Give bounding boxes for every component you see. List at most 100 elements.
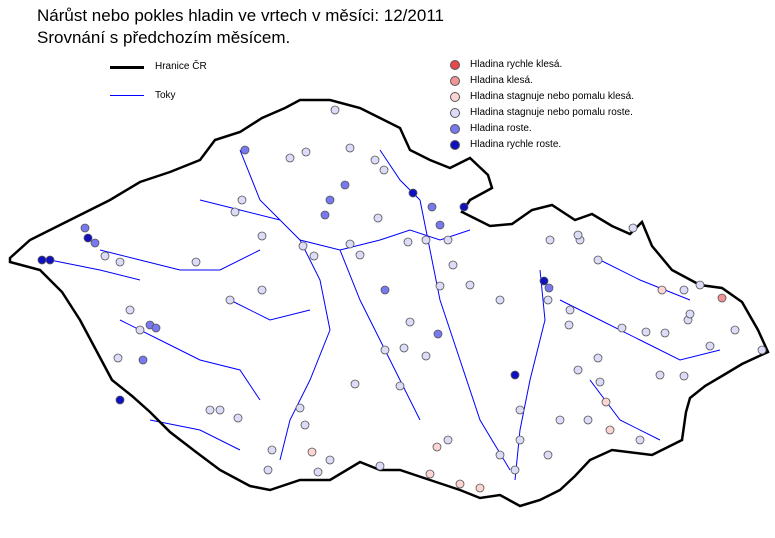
border-legend-line [110,66,144,69]
station-marker [300,420,310,430]
station-marker [543,295,553,305]
station-marker [539,276,549,286]
station-marker [370,155,380,165]
station-marker [679,285,689,295]
station-marker [573,230,583,240]
station-marker [617,323,627,333]
legend-item: Hladina stagnuje nebo pomalu klesá. [450,91,634,102]
station-marker [510,370,520,380]
river [589,379,661,441]
station-marker [495,295,505,305]
station-marker [100,251,110,261]
river [599,259,691,301]
station-marker [399,343,409,353]
station-marker [425,469,435,479]
station-marker [433,329,443,339]
legend-marker [450,76,460,86]
station-marker [115,257,125,267]
station-marker [685,309,695,319]
station-marker [543,450,553,460]
legend-label: Hladina roste. [470,123,532,134]
station-marker [545,235,555,245]
station-marker [395,381,405,391]
station-marker [555,415,565,425]
station-marker [309,251,319,261]
legend-label: Hladina rychle klesá. [470,59,563,70]
legend-item: Hladina rychle roste. [450,139,562,150]
station-marker [421,235,431,245]
legend-item: Hladina stagnuje nebo pomalu roste. [450,107,633,118]
station-marker [641,327,651,337]
station-marker [301,147,311,157]
station-marker [628,223,638,233]
station-marker [573,365,583,375]
station-marker [373,213,383,223]
station-marker [679,371,689,381]
station-marker [601,397,611,407]
station-marker [355,250,365,260]
station-marker [83,233,93,243]
river-legend-label: Toky [155,90,176,101]
station-marker [138,355,148,365]
station-marker [403,237,413,247]
station-marker [408,188,418,198]
legend-item: Hladina roste. [450,123,532,134]
station-marker [320,210,330,220]
river [279,239,331,461]
station-marker [263,465,273,475]
station-marker [510,465,520,475]
legend-label: Hladina rychle roste. [470,139,562,150]
station-marker [459,202,469,212]
station-marker [427,202,437,212]
station-marker [295,403,305,413]
station-marker [730,325,740,335]
station-marker [695,280,705,290]
river [339,249,421,421]
river [149,419,241,451]
station-marker [657,285,667,295]
station-marker [233,413,243,423]
legend-label: Hladina stagnuje nebo pomalu roste. [470,107,633,118]
station-marker [340,180,350,190]
station-marker [595,377,605,387]
station-marker [237,195,247,205]
station-marker [325,455,335,465]
station-marker [345,239,355,249]
river-legend-line [110,95,144,96]
station-marker [635,435,645,445]
legend-label: Hladina klesá. [470,75,533,86]
station-marker [230,207,240,217]
station-marker [421,351,431,361]
station-marker [298,241,308,251]
station-marker [225,295,235,305]
station-marker [115,395,125,405]
legend-marker [450,60,460,70]
station-marker [151,323,161,333]
station-marker [215,405,225,415]
station-marker [380,345,390,355]
station-marker [593,353,603,363]
station-marker [448,260,458,270]
legend-label: Hladina stagnuje nebo pomalu klesá. [470,91,634,102]
station-marker [350,379,360,389]
station-marker [465,280,475,290]
station-marker [495,450,505,460]
station-marker [443,235,453,245]
station-marker [515,435,525,445]
station-marker [717,293,727,303]
station-marker [565,305,575,315]
station-marker [125,305,135,315]
station-marker [191,257,201,267]
legend-item: Hladina rychle klesá. [450,59,563,70]
river [49,259,141,281]
river [119,319,261,401]
czech-border [8,98,770,508]
legend-marker [450,108,460,118]
station-marker [655,370,665,380]
station-marker [135,325,145,335]
river [419,199,511,471]
station-marker [37,255,47,265]
station-marker [285,153,295,163]
station-marker [45,255,55,265]
